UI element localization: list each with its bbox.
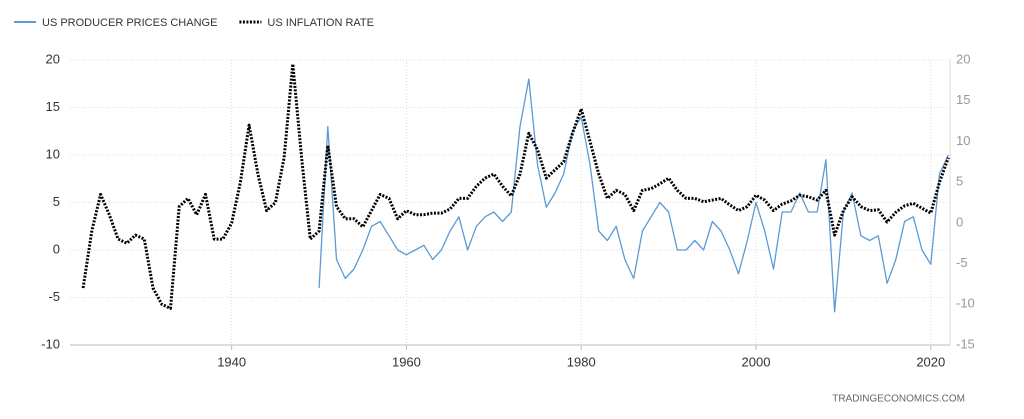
x-tick-label: 1940 (217, 354, 246, 369)
y-tick-label: -10 (41, 336, 60, 351)
y-tick-label: 15 (46, 99, 60, 114)
y-tick-label: 5 (53, 194, 60, 209)
y2-tick-label: 15 (956, 92, 970, 107)
y-tick-label: 0 (53, 241, 60, 256)
watermark: TRADINGECONOMICS.COM (832, 394, 965, 405)
x-tick-label: 2000 (742, 354, 771, 369)
y-tick-label: 10 (46, 146, 60, 161)
x-tick-label: 1980 (567, 354, 596, 369)
y-tick-label: -5 (48, 289, 60, 304)
y2-tick-label: -15 (956, 336, 975, 351)
x-tick-label: 2020 (916, 354, 945, 369)
legend-label: US PRODUCER PRICES CHANGE (42, 17, 217, 29)
y2-tick-label: 0 (956, 214, 963, 229)
y-tick-label: 20 (46, 51, 60, 66)
y2-tick-label: 5 (956, 174, 963, 189)
series-line (318, 78, 949, 313)
x-tick-label: 1960 (392, 354, 421, 369)
legend-label: US INFLATION RATE (267, 17, 374, 29)
y2-tick-label: -5 (956, 255, 968, 270)
y2-tick-label: 20 (956, 51, 970, 66)
y2-tick-label: -10 (956, 296, 975, 311)
series-line (81, 62, 950, 310)
y2-tick-label: 10 (956, 133, 970, 148)
